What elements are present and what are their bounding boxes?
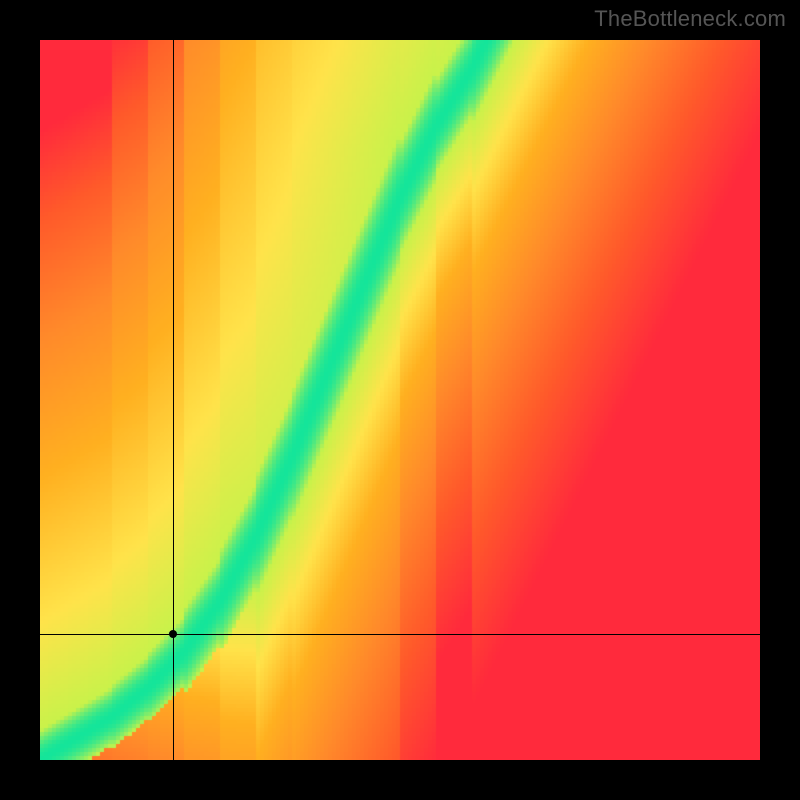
crosshair-horizontal xyxy=(40,634,760,635)
crosshair-vertical xyxy=(173,40,174,760)
heatmap-canvas xyxy=(40,40,760,760)
crosshair-marker xyxy=(169,630,177,638)
watermark-text: TheBottleneck.com xyxy=(594,6,786,32)
chart-container: TheBottleneck.com xyxy=(0,0,800,800)
plot-area xyxy=(40,40,760,760)
